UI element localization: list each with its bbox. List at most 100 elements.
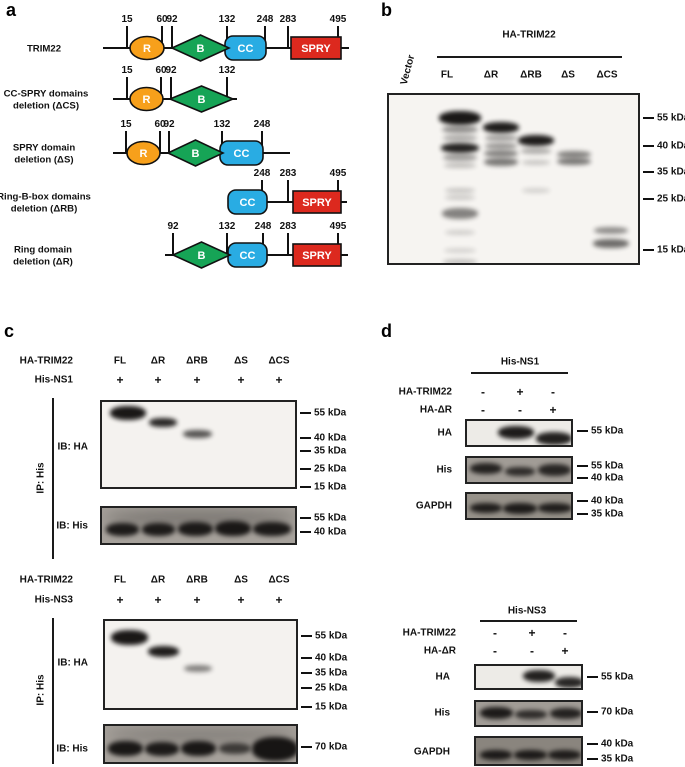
d2-blot-his: His xyxy=(434,707,450,719)
blot-band xyxy=(550,708,581,719)
blot-c-ns3-ib-ha xyxy=(103,619,298,710)
d2-blot-ha: HA xyxy=(435,671,450,683)
blot-band xyxy=(514,750,547,760)
mw-marker-dash xyxy=(300,486,311,488)
mw-marker-label: 40 kDa xyxy=(591,495,624,507)
mw-marker-label: 40 kDa xyxy=(314,526,347,538)
domain-label: B xyxy=(198,250,206,262)
b-lane-dcs: ΔCS xyxy=(596,69,618,81)
domain-label: SPRY xyxy=(302,250,332,262)
construct-label: Ring domain xyxy=(14,245,72,256)
blot-band xyxy=(178,522,213,536)
mw-marker-dash xyxy=(300,531,311,533)
d2-sym: - xyxy=(530,644,534,658)
blot-band xyxy=(145,742,179,756)
mw-marker-dash xyxy=(577,430,588,432)
blot-band xyxy=(104,510,295,526)
domain-label: SPRY xyxy=(301,43,331,55)
c2-lane-dr: ΔR xyxy=(150,574,166,586)
d1-sym: + xyxy=(516,385,524,399)
mw-marker-dash xyxy=(577,513,588,515)
blot-band xyxy=(142,523,175,536)
blot-band xyxy=(107,729,296,741)
construct-label: deletion (ΔCS) xyxy=(13,101,79,112)
c1-plus: + xyxy=(275,373,283,387)
blot-band xyxy=(470,503,502,513)
domain-r xyxy=(129,35,165,61)
mw-marker-label: 70 kDa xyxy=(315,741,348,753)
mw-marker-dash xyxy=(643,117,654,119)
mw-marker-label: 35 kDa xyxy=(315,667,348,679)
blot-band xyxy=(442,126,478,133)
domain-spry xyxy=(292,190,342,214)
c1-row-ha-trim22: HA-TRIM22 xyxy=(19,355,73,367)
blot-band xyxy=(536,432,571,445)
d2-sym: + xyxy=(561,644,569,658)
domain-b xyxy=(171,241,232,269)
domain-cc xyxy=(227,189,268,215)
mw-marker-dash xyxy=(577,465,588,467)
mw-marker-label: 55 kDa xyxy=(591,425,624,437)
blot-band xyxy=(484,158,518,166)
domain-label: R xyxy=(143,94,151,106)
b-group-label: HA-TRIM22 xyxy=(502,29,556,41)
d2-row-ha-trim22: HA-TRIM22 xyxy=(402,627,456,639)
residue-number: 283 xyxy=(280,14,297,25)
b-lane-drb: ΔRB xyxy=(520,69,542,81)
blot-band xyxy=(443,135,477,141)
mw-marker-dash xyxy=(301,657,312,659)
mw-marker-dash xyxy=(643,145,654,147)
domain-label: CC xyxy=(234,148,250,160)
c2-ip-bar xyxy=(52,618,54,764)
d2-group-overline xyxy=(480,620,577,622)
mw-marker-dash xyxy=(301,672,312,674)
blot-band xyxy=(522,160,550,165)
blot-band xyxy=(443,259,477,263)
blot-band xyxy=(521,148,551,154)
blot-band xyxy=(548,750,581,760)
domain-spry xyxy=(290,36,342,60)
construct-label: deletion (ΔRB) xyxy=(11,204,78,215)
blot-b-ha-trim22 xyxy=(387,93,640,265)
residue-number: 92 xyxy=(163,119,175,130)
blot-band xyxy=(503,503,537,514)
blot-d-ns3-his xyxy=(474,700,583,727)
construct-label: CC-SPRY domains xyxy=(4,89,89,100)
b-group-overline xyxy=(437,56,622,58)
b-lane-ds: ΔS xyxy=(561,69,575,81)
domain-label: CC xyxy=(238,43,254,55)
mw-marker-dash xyxy=(300,437,311,439)
blot-d-ns3-ha xyxy=(474,664,583,690)
blot-band xyxy=(441,143,479,153)
residue-number: 248 xyxy=(254,168,271,179)
b-lane-dr: ΔR xyxy=(483,69,499,81)
mw-marker-label: 55 kDa xyxy=(314,512,347,524)
residue-number: 15 xyxy=(121,14,133,25)
c2-ib-ha: IB: HA xyxy=(57,657,88,669)
mw-marker-dash xyxy=(587,676,598,678)
mw-marker-label: 35 kDa xyxy=(601,753,634,765)
c2-row-his-ns3: His-NS3 xyxy=(34,594,73,606)
blot-band xyxy=(515,710,547,719)
mw-marker-label: 55 kDa xyxy=(657,112,685,124)
c1-ip-bar xyxy=(52,398,54,559)
blot-c-ns1-ib-his xyxy=(100,506,297,545)
blot-band xyxy=(110,406,146,420)
d2-sym: - xyxy=(493,644,497,658)
blot-band xyxy=(594,227,628,234)
blot-band xyxy=(111,630,148,645)
blot-band xyxy=(443,154,477,161)
blot-band xyxy=(215,521,251,536)
mw-marker-label: 40 kDa xyxy=(591,472,624,484)
b-lane-fl: FL xyxy=(440,69,454,81)
blot-band xyxy=(484,150,518,157)
mw-marker-label: 15 kDa xyxy=(315,701,348,713)
mw-marker-label: 40 kDa xyxy=(657,140,685,152)
blot-band xyxy=(106,523,139,536)
domain-label: B xyxy=(192,148,200,160)
blot-d-ns1-gapdh xyxy=(465,492,573,520)
panel-b-label: b xyxy=(381,0,392,20)
blot-d-ns1-his xyxy=(465,456,573,484)
